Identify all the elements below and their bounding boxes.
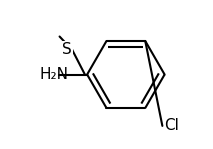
Text: S: S xyxy=(62,42,72,57)
Text: Cl: Cl xyxy=(164,118,179,133)
Text: H₂N: H₂N xyxy=(39,67,68,82)
